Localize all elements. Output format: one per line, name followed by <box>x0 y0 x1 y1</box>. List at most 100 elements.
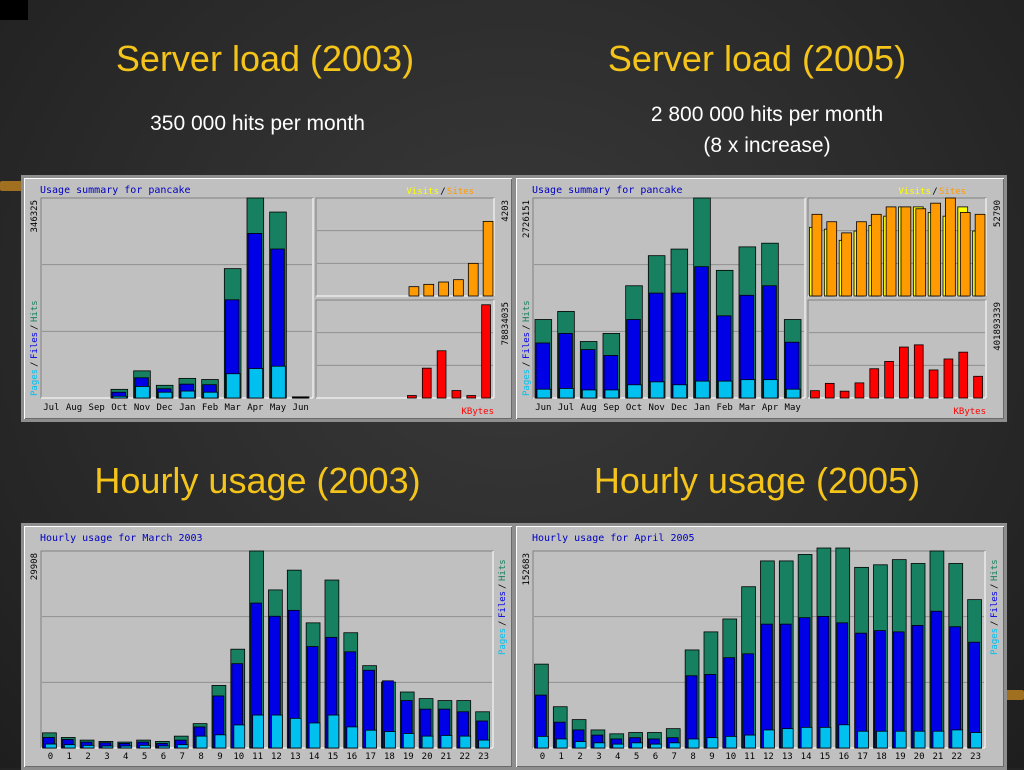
legend-visits: Visits <box>406 187 439 197</box>
hour-tick-label: 8 <box>690 752 695 762</box>
month-tick-label: Aug <box>66 403 82 413</box>
month-tick-label: Feb <box>202 403 218 413</box>
pages-bar <box>538 736 549 748</box>
pages-bar <box>121 746 132 748</box>
pages-bar <box>741 380 755 398</box>
side-legend-files: Files <box>522 332 532 359</box>
visits-plot <box>316 198 494 296</box>
sites-bar <box>409 287 419 296</box>
visits-max-label: 4203 <box>501 200 511 222</box>
hour-tick-label: 22 <box>459 752 470 762</box>
hour-tick-label: 8 <box>198 752 203 762</box>
month-tick-label: Mar <box>739 403 756 413</box>
hour-tick-label: 5 <box>142 752 147 762</box>
corner-block <box>0 0 28 20</box>
title-hourly-2003: Hourly usage (2003) <box>20 460 495 502</box>
pages-bar <box>177 745 188 748</box>
chart-title: Usage summary for pancake <box>40 185 191 196</box>
pages-bar <box>726 736 737 748</box>
sites-bar <box>454 280 464 296</box>
kbytes-max-label: 401893339 <box>993 302 1003 351</box>
pages-bar <box>575 742 586 748</box>
pages-bar <box>839 725 850 748</box>
pages-bar <box>272 715 283 748</box>
files-bar <box>695 267 709 398</box>
legend-slash: / <box>440 187 445 197</box>
pages-bar <box>556 739 567 748</box>
left-tab <box>0 181 22 191</box>
kbytes-bar <box>467 396 476 398</box>
hour-tick-label: 6 <box>653 752 658 762</box>
hour-tick-label: 2 <box>577 752 582 762</box>
legend-visits: Visits <box>898 187 931 197</box>
hour-tick-label: 7 <box>672 752 677 762</box>
side-legend-slash: / <box>498 621 508 626</box>
subtitle-2005-line1: 2 800 000 hits per month <box>512 99 1022 130</box>
hour-tick-label: 13 <box>782 752 793 762</box>
files-bar <box>762 624 773 748</box>
hour-tick-label: 16 <box>346 752 357 762</box>
side-legend-pages: Pages <box>498 628 508 655</box>
main-max-label: 2726151 <box>522 200 532 238</box>
legend-sites: Sites <box>939 187 966 197</box>
hour-tick-label: 0 <box>540 752 545 762</box>
month-tick-label: Jan <box>694 403 710 413</box>
pages-bar <box>309 723 320 748</box>
hour-tick-label: 7 <box>180 752 185 762</box>
pages-bar <box>820 727 831 748</box>
month-tick-label: Nov <box>134 403 150 413</box>
month-tick-label: Dec <box>157 403 173 413</box>
pages-bar <box>651 744 662 748</box>
pages-bar <box>594 743 605 748</box>
kbytes-label: KBytes <box>461 407 494 417</box>
hour-tick-label: 14 <box>801 752 812 762</box>
pages-bar <box>745 735 756 748</box>
hour-tick-label: 12 <box>271 752 282 762</box>
files-bar <box>856 633 867 748</box>
pages-bar <box>801 727 812 748</box>
pages-bar <box>234 725 245 748</box>
sites-bar <box>946 198 956 296</box>
pages-bar <box>914 731 925 748</box>
sites-bar <box>886 207 896 296</box>
files-bar <box>912 625 923 748</box>
hour-tick-label: 11 <box>252 752 263 762</box>
kbytes-bar <box>855 383 864 398</box>
pages-bar <box>441 735 452 748</box>
side-legend-pages: Pages <box>990 628 1000 655</box>
kbytes-bar <box>811 391 820 398</box>
title-hourly-2005: Hourly usage (2005) <box>512 460 1002 502</box>
pages-bar <box>422 736 433 748</box>
sites-bar <box>827 222 837 296</box>
pages-bar <box>933 731 944 748</box>
side-legend-hits: Hits <box>498 559 508 581</box>
sites-bar <box>931 203 941 296</box>
kbytes-bar <box>929 370 938 398</box>
hour-tick-label: 21 <box>932 752 943 762</box>
pages-bar <box>696 381 710 398</box>
pages-bar <box>136 386 150 398</box>
subtitle-2003: 350 000 hits per month <box>20 108 495 139</box>
hour-tick-label: 16 <box>838 752 849 762</box>
hourly-max-label: 152683 <box>522 553 532 586</box>
sites-bar <box>812 214 822 296</box>
sites-bar <box>424 284 434 296</box>
pages-bar <box>290 718 301 748</box>
pages-bar <box>650 382 664 398</box>
side-legend-files: Files <box>30 332 40 359</box>
hour-tick-label: 23 <box>478 752 489 762</box>
pages-bar <box>537 389 551 398</box>
sites-bar <box>975 214 985 296</box>
sites-bar <box>901 207 911 296</box>
hour-tick-label: 21 <box>440 752 451 762</box>
sites-bar <box>842 233 852 296</box>
legend-slash: / <box>932 187 937 197</box>
legend-sites: Sites <box>447 187 474 197</box>
month-tick-label: Sep <box>603 403 619 413</box>
month-tick-label: Jun <box>535 403 551 413</box>
kbytes-bar <box>914 345 923 398</box>
hour-tick-label: 5 <box>634 752 639 762</box>
